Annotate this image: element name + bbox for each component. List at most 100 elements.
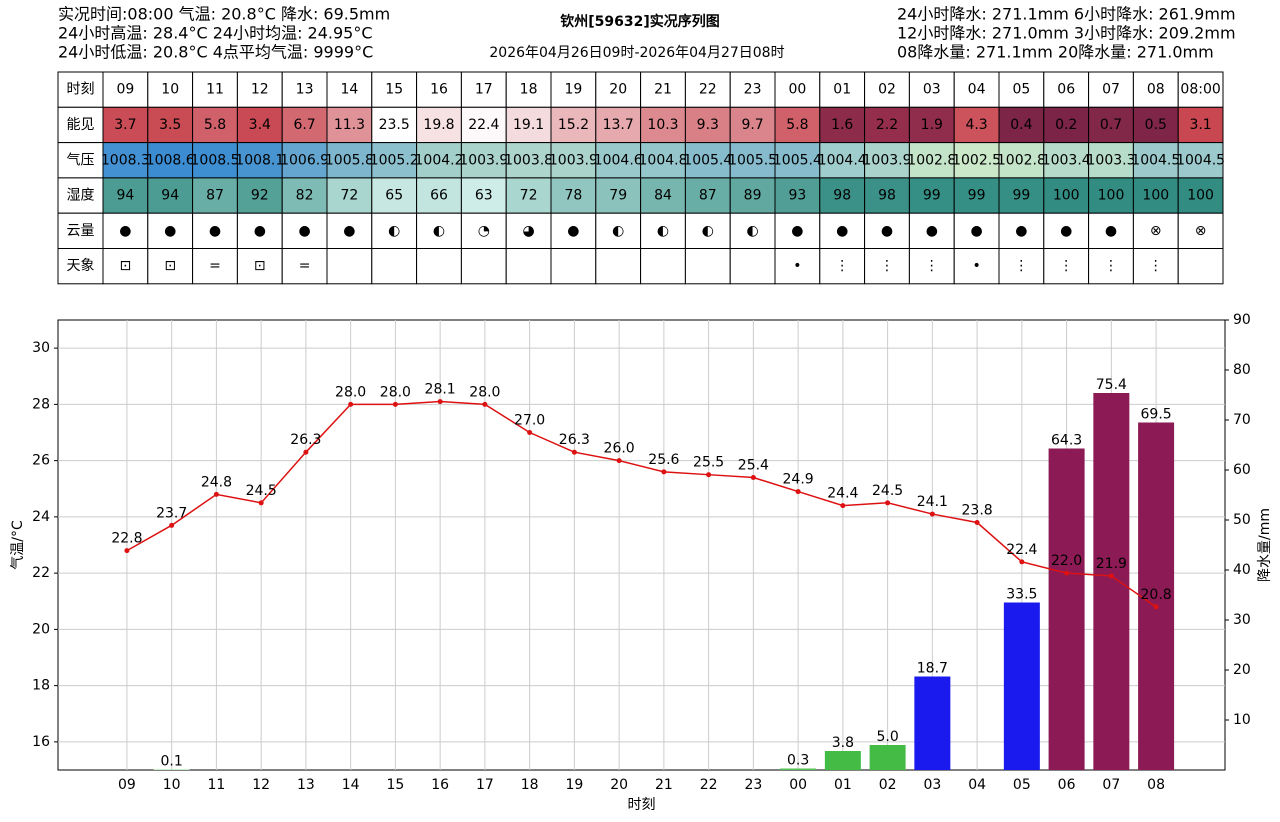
table-cell (1132, 142, 1179, 179)
table-cell (192, 248, 238, 285)
bar (824, 751, 861, 770)
cell-text: 13 (296, 82, 314, 98)
y-axis-label: 气温/°C (10, 520, 26, 570)
bar-label: 3.8 (832, 735, 854, 751)
temp-point (482, 401, 488, 407)
table-cell (1132, 248, 1179, 285)
table-cell (640, 248, 686, 285)
cell-text: 72 (340, 188, 358, 204)
cell-text: 99 (968, 188, 986, 204)
table-cell (864, 248, 910, 285)
table-cell (147, 106, 194, 144)
cell-text: 23.5 (379, 117, 410, 133)
table-cell (729, 212, 776, 249)
y-tick-label: 22 (32, 565, 50, 581)
cell-text: ● (1015, 223, 1027, 239)
cell-text: 1004.6 (594, 152, 643, 168)
temp-line (126, 400, 1157, 608)
cell-text: 1003.9 (459, 152, 508, 168)
table-cell (729, 142, 776, 179)
cell-text: 9.3 (697, 117, 719, 133)
temp-point (124, 548, 130, 554)
temp-label: 28.0 (469, 384, 500, 400)
cell-text: 94 (161, 188, 179, 204)
table-cell (640, 212, 686, 249)
temp-point (840, 503, 846, 509)
temp-point (750, 475, 756, 480)
table-cell (236, 106, 283, 144)
cell-text: ● (119, 223, 131, 239)
x-tick-label: 17 (476, 777, 494, 793)
cell-text: • (793, 258, 801, 274)
cell-text: ⋮ (1059, 258, 1073, 274)
header-left: 24小时高温: 28.4°C 24小时均温: 24.95°C (58, 24, 373, 43)
table-cell (729, 106, 776, 144)
bar-label: 69.5 (1141, 407, 1172, 423)
table-cell (57, 142, 104, 179)
table-cell (326, 142, 373, 179)
table-cell (550, 71, 597, 108)
temp-point (571, 449, 577, 455)
cell-text: 3.5 (159, 117, 181, 133)
table-cell (864, 177, 910, 214)
table-cell (1043, 106, 1090, 144)
cell-text: • (972, 258, 980, 274)
table-cell (460, 71, 507, 108)
temp-label: 21.9 (1096, 556, 1127, 572)
table-cell (505, 177, 552, 214)
table-cell (281, 212, 328, 249)
temp-label: 22.8 (111, 531, 142, 547)
header-right: 08降水量: 271.1mm 20降水量: 271.0mm (897, 43, 1214, 62)
y-tick-label: 18 (32, 678, 50, 694)
temp-point (1064, 570, 1070, 576)
temp-label: 28.1 (425, 382, 456, 398)
cell-text: 08:00 (1180, 82, 1220, 98)
plot-frame (57, 319, 1226, 771)
row-label: 湿度 (67, 188, 95, 204)
cell-text: = (209, 258, 221, 274)
cell-text: 1005.4 (773, 152, 822, 168)
cell-text: 98 (878, 188, 896, 204)
cell-text: 100 (1053, 188, 1080, 204)
temp-point (974, 520, 980, 525)
cell-text: ⊗ (1195, 223, 1207, 239)
table-cell (908, 106, 955, 144)
cell-text: 5.8 (204, 117, 226, 133)
temp-label: 24.1 (917, 494, 948, 510)
y2-tick-label: 40 (1233, 562, 1251, 578)
x-tick-label: 19 (565, 777, 583, 793)
table-cell (1043, 248, 1090, 285)
temp-point (885, 500, 891, 506)
table-cell (640, 106, 686, 144)
y2-tick-label: 90 (1233, 312, 1251, 328)
cell-text: 66 (430, 188, 448, 204)
y-tick-label: 16 (32, 734, 50, 750)
cell-text: ◐ (702, 223, 714, 239)
table-cell (1132, 177, 1179, 214)
cell-text: 93 (788, 188, 806, 204)
cell-text: 82 (296, 188, 314, 204)
cell-text: 15 (385, 82, 403, 98)
table-cell (57, 212, 104, 249)
bar-label: 0.1 (161, 754, 183, 770)
cell-text: 1005.4 (683, 152, 732, 168)
x-tick-label: 21 (655, 777, 673, 793)
cell-text: 05 (1012, 82, 1030, 98)
table-cell (416, 248, 462, 285)
x-tick-label: 13 (297, 777, 315, 793)
table-cell (684, 212, 731, 249)
cell-text: 1002.5 (952, 152, 1001, 168)
temp-label: 24.8 (201, 474, 232, 490)
temp-label: 26.3 (559, 432, 590, 448)
table-cell (416, 177, 462, 214)
table-cell (281, 177, 328, 214)
table-cell (774, 71, 821, 108)
y2-tick-label: 60 (1233, 462, 1251, 478)
table-cell (550, 248, 597, 285)
cell-text: 17 (475, 82, 493, 98)
cell-text: 78 (564, 188, 582, 204)
table-cell (102, 248, 149, 285)
x-tick-label: 16 (431, 777, 449, 793)
table-cell (998, 142, 1045, 179)
cell-text: ◐ (433, 223, 445, 239)
